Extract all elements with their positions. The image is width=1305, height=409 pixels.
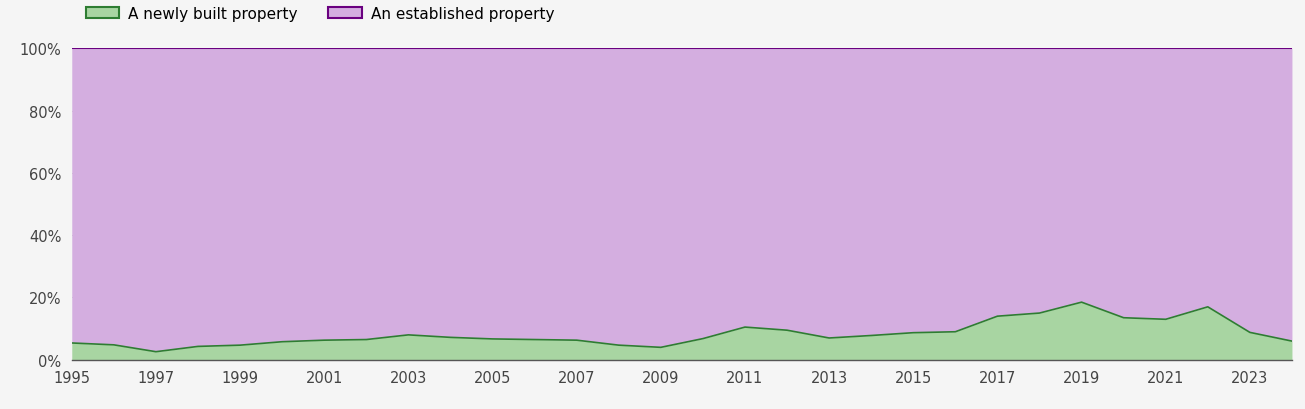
Legend: A newly built property, An established property: A newly built property, An established p…	[80, 1, 561, 28]
